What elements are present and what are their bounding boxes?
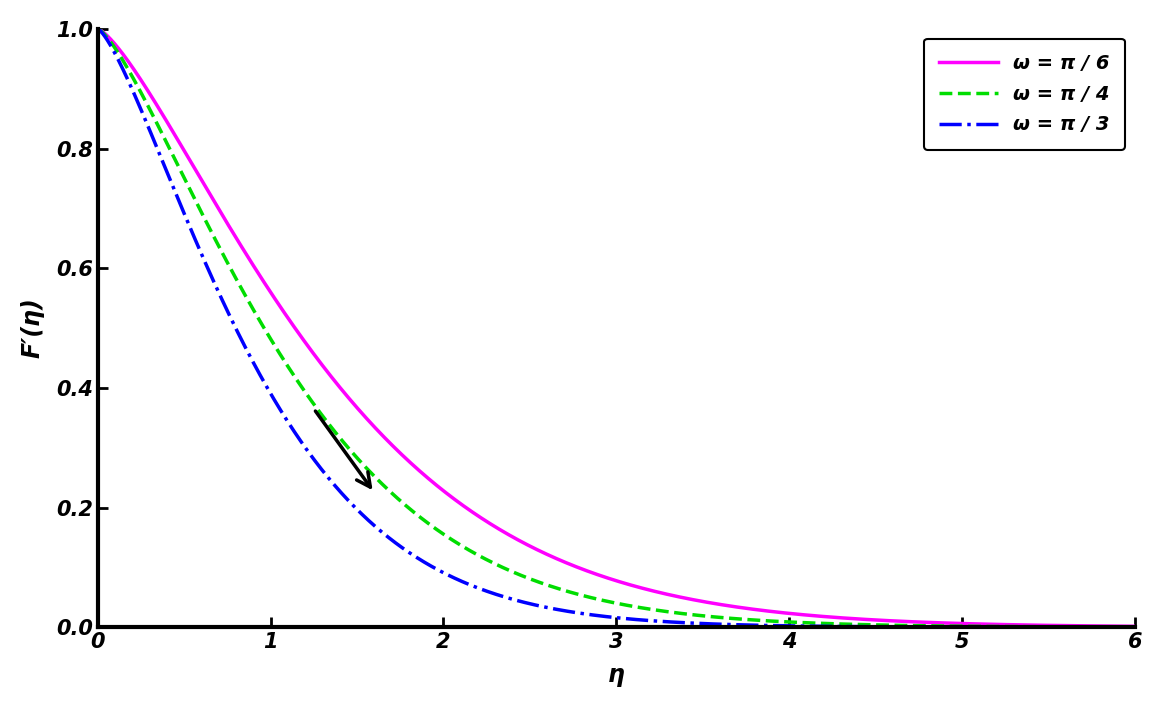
ω = π / 4 [143, 107, 157, 115]
ω = π / 3 [1098, 623, 1112, 632]
ω = π / 6 [1128, 622, 1142, 631]
ω = π / 3 [91, 25, 105, 33]
ω = π / 4 [1128, 623, 1142, 632]
ω = π / 3 [1128, 623, 1142, 632]
ω = π / 3 [568, 608, 582, 617]
ω = π / 6 [595, 572, 609, 581]
Line: ω = π / 4: ω = π / 4 [98, 29, 1135, 627]
ω = π / 6 [907, 617, 921, 626]
ω = π / 4 [595, 596, 609, 605]
ω = π / 3 [595, 612, 609, 620]
ω = π / 4 [1098, 623, 1112, 632]
ω = π / 3 [143, 128, 157, 137]
ω = π / 3 [907, 622, 921, 631]
ω = π / 6 [91, 25, 105, 33]
ω = π / 6 [568, 562, 582, 571]
ω = π / 4 [91, 25, 105, 33]
Line: ω = π / 6: ω = π / 6 [98, 29, 1135, 627]
ω = π / 4 [907, 622, 921, 630]
Legend: ω = π / 6, ω = π / 4, ω = π / 3: ω = π / 6, ω = π / 4, ω = π / 3 [923, 38, 1125, 150]
ω = π / 4 [568, 589, 582, 598]
ω = π / 6 [1098, 622, 1112, 630]
X-axis label: η: η [608, 663, 625, 687]
ω = π / 6 [143, 91, 157, 99]
Line: ω = π / 3: ω = π / 3 [98, 29, 1135, 627]
Y-axis label: F′(η): F′(η) [21, 297, 45, 358]
ω = π / 6 [1098, 622, 1112, 630]
ω = π / 3 [1098, 623, 1112, 632]
ω = π / 4 [1098, 623, 1112, 632]
